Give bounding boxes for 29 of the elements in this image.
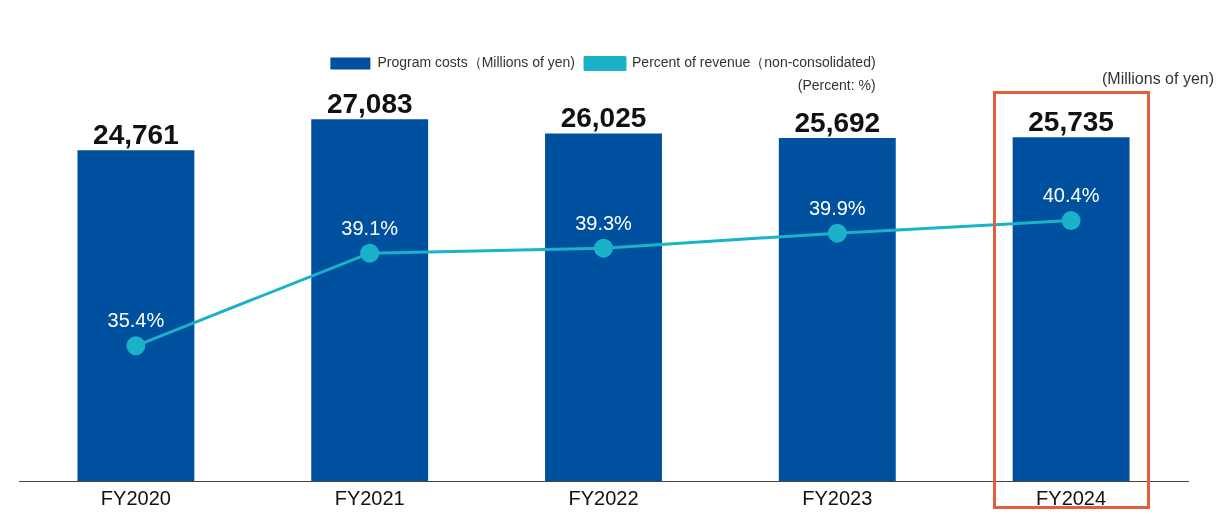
data-label: 26,025 xyxy=(560,102,647,134)
bar xyxy=(77,150,195,481)
text: (Millions of yen) xyxy=(1101,70,1214,88)
bar xyxy=(1012,137,1130,481)
point xyxy=(594,238,613,258)
data-label: 25,735 xyxy=(1028,106,1114,138)
legend-label: Program costs（Millions of yen) xyxy=(377,54,576,71)
x-tick-label: FY2024 xyxy=(1036,486,1107,509)
bar xyxy=(778,137,896,481)
data-label: 35.4% xyxy=(107,309,165,332)
bar xyxy=(311,119,429,481)
point xyxy=(1061,211,1081,231)
text: (Percent: %) xyxy=(797,77,876,94)
x-tick-label: FY2020 xyxy=(100,486,171,509)
bar xyxy=(545,133,662,481)
data-label: 40.4% xyxy=(1042,184,1100,207)
data-label: 39.9% xyxy=(808,196,866,219)
point xyxy=(126,336,146,356)
data-label: 27,083 xyxy=(326,88,413,120)
x-tick-label: FY2023 xyxy=(802,486,873,509)
data-label: 39.3% xyxy=(575,211,633,234)
data-label: 25,692 xyxy=(794,106,881,138)
data-label: 39.1% xyxy=(341,216,399,239)
x-tick-label: FY2021 xyxy=(334,486,405,509)
point xyxy=(827,223,847,243)
data-label: 24,761 xyxy=(93,119,179,151)
point xyxy=(360,243,380,263)
x-tick-label: FY2022 xyxy=(568,486,639,509)
legend-label: Percent of revenue（non-consolidated) xyxy=(632,54,876,71)
